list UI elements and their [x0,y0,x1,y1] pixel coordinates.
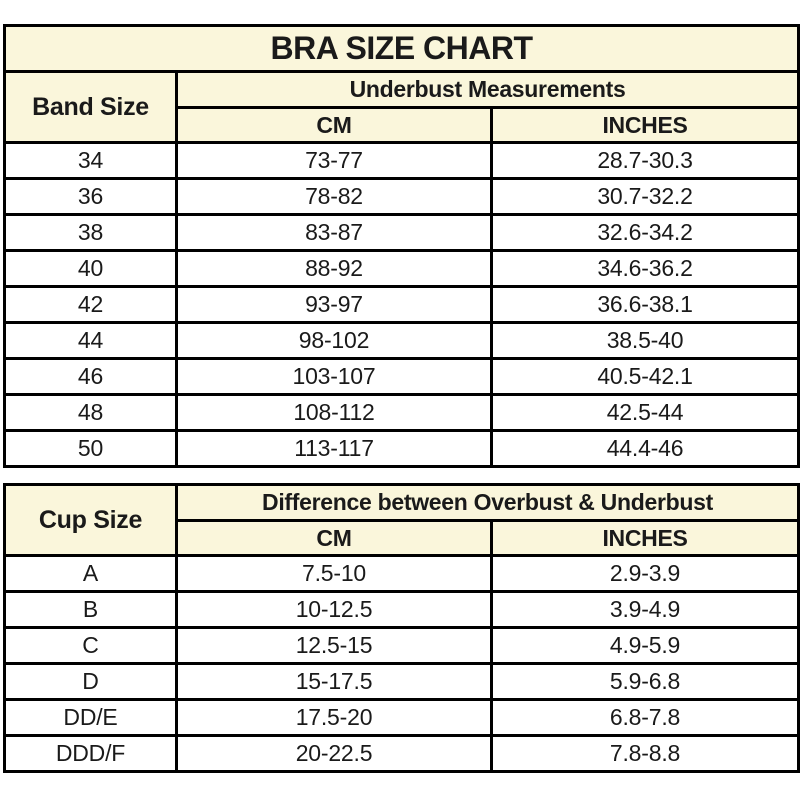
chart-title: BRA SIZE CHART [2,24,800,73]
cup-size-table: Cup Size Difference between Overbust & U… [3,483,800,773]
inches-range-cell: 30.7-32.2 [489,177,800,216]
inches-range-cell: 4.9-5.9 [489,626,800,665]
inches-range-cell: 32.6-34.2 [489,213,800,252]
inches-range-cell: 34.6-36.2 [489,249,800,288]
cm-range-cell: 20-22.5 [175,734,493,773]
cm-range-cell: 73-77 [175,141,493,180]
cm-range-cell: 78-82 [175,177,493,216]
cm-range-cell: 93-97 [175,285,493,324]
band-size-cell: 48 [3,393,178,432]
table-row: 34 73-77 28.7-30.3 [3,141,800,180]
table-row: 48 108-112 42.5-44 [3,393,800,432]
column-header-row: CM INCHES [5,106,800,144]
cup-size-cell: C [3,626,178,665]
table-row: 42 93-97 36.6-38.1 [3,285,800,324]
inches-column-header: INCHES [489,106,800,144]
cup-size-cell: A [3,554,178,593]
cm-range-cell: 103-107 [175,357,493,396]
table-row: B 10-12.5 3.9-4.9 [3,590,800,629]
band-size-cell: 38 [3,213,178,252]
cm-range-cell: 113-117 [175,429,493,468]
cup-size-cell: D [3,662,178,701]
table-row: C 12.5-15 4.9-5.9 [3,626,800,665]
cm-range-cell: 108-112 [175,393,493,432]
table-row: 50 113-117 44.4-46 [3,429,800,468]
cup-size-cell: DD/E [3,698,178,737]
cup-size-corner-header: Cup Size [3,483,178,557]
table-row: 46 103-107 40.5-42.1 [3,357,800,396]
cm-range-cell: 98-102 [175,321,493,360]
table-row: 36 78-82 30.7-32.2 [3,177,800,216]
band-size-table: BRA SIZE CHART Band Size Underbust Measu… [2,24,800,468]
band-size-cell: 50 [3,429,178,468]
inches-range-cell: 7.8-8.8 [489,734,800,773]
table-row: DDD/F 20-22.5 7.8-8.8 [3,734,800,773]
cm-column-header: CM [175,519,493,557]
cm-range-cell: 7.5-10 [175,554,493,593]
table-title-row: BRA SIZE CHART [2,24,800,73]
table-row: A 7.5-10 2.9-3.9 [3,554,800,593]
inches-column-header: INCHES [489,519,800,557]
inches-range-cell: 40.5-42.1 [489,357,800,396]
inches-range-cell: 44.4-46 [489,429,800,468]
inches-range-cell: 2.9-3.9 [489,554,800,593]
cm-range-cell: 10-12.5 [175,590,493,629]
inches-range-cell: 5.9-6.8 [489,662,800,701]
band-size-cell: 44 [3,321,178,360]
band-size-corner-header: Band Size [3,70,178,144]
inches-range-cell: 36.6-38.1 [489,285,800,324]
underbust-group-header: Underbust Measurements [174,70,800,109]
cm-range-cell: 12.5-15 [175,626,493,665]
inches-range-cell: 6.8-7.8 [489,698,800,737]
cm-range-cell: 15-17.5 [175,662,493,701]
band-size-cell: 42 [3,285,178,324]
band-size-cell: 40 [3,249,178,288]
cm-range-cell: 83-87 [175,213,493,252]
cup-size-cell: B [3,590,178,629]
table-row: 44 98-102 38.5-40 [3,321,800,360]
difference-group-header: Difference between Overbust & Underbust [174,483,800,522]
inches-range-cell: 28.7-30.3 [489,141,800,180]
inches-range-cell: 3.9-4.9 [489,590,800,629]
cup-size-cell: DDD/F [3,734,178,773]
cm-range-cell: 88-92 [175,249,493,288]
band-size-cell: 46 [3,357,178,396]
table-row: 40 88-92 34.6-36.2 [3,249,800,288]
table-row: D 15-17.5 5.9-6.8 [3,662,800,701]
cm-range-cell: 17.5-20 [175,698,493,737]
inches-range-cell: 38.5-40 [489,321,800,360]
inches-range-cell: 42.5-44 [489,393,800,432]
group-header-row: Band Size Underbust Measurements [3,70,800,144]
column-header-row: CM INCHES [5,519,800,557]
table-row: DD/E 17.5-20 6.8-7.8 [3,698,800,737]
band-size-cell: 36 [3,177,178,216]
band-size-cell: 34 [3,141,178,180]
table-row: 38 83-87 32.6-34.2 [3,213,800,252]
group-header-row: Cup Size Difference between Overbust & U… [3,483,800,557]
cm-column-header: CM [175,106,493,144]
